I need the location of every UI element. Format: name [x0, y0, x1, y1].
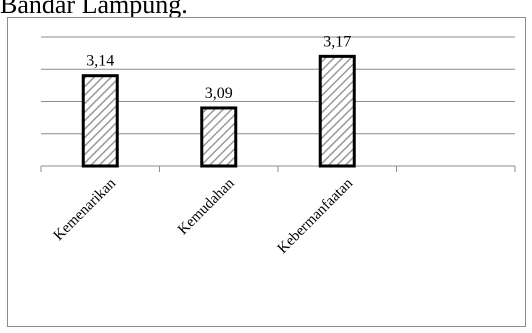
bar-kemenarikan: [81, 74, 119, 168]
data-label: 3,14: [86, 53, 114, 70]
x-tick-label: Kemenarikan: [51, 175, 120, 244]
x-tick-labels: Kemenarikan Kemudahan Kebermanfaatan: [51, 175, 357, 257]
chart-frame: 3,14 3,09 3,17 Kemenarikan Kemudahan Keberma…: [7, 17, 526, 327]
x-tick-label: Kemudahan: [175, 175, 238, 238]
gridlines: [41, 36, 515, 135]
data-labels: 3,14 3,09 3,17: [86, 33, 351, 102]
page-heading-fragment: Bandar Lampung.: [0, 0, 188, 19]
x-tick-label: Kebermanfaatan: [275, 175, 357, 257]
data-label: 3,09: [205, 85, 233, 102]
bar-kebermanfaatan: [318, 54, 356, 168]
bars: [81, 54, 356, 168]
data-label: 3,17: [323, 33, 351, 50]
bar-chart: 3,14 3,09 3,17 Kemenarikan Kemudahan Keberma…: [40, 33, 516, 257]
bar-kemudahan: [200, 106, 238, 168]
x-axis: [40, 165, 516, 172]
